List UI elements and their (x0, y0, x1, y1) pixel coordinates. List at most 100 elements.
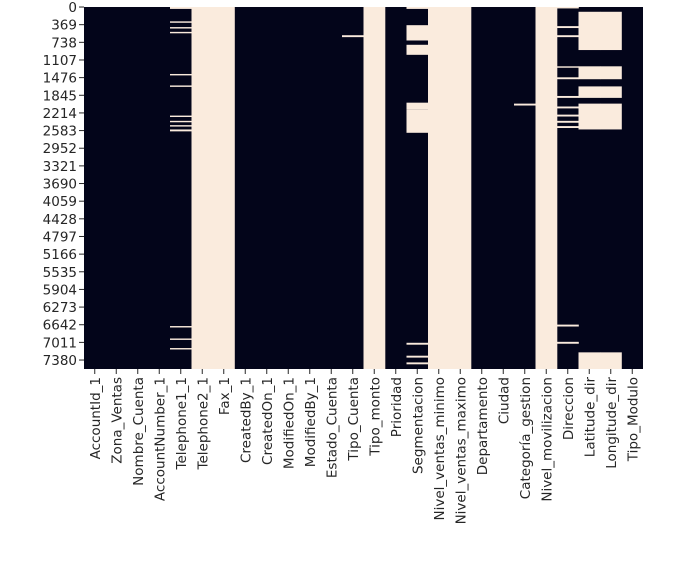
x-tick-label-5: Telephone2_1 (195, 377, 211, 471)
y-tick-label-12: 4428 (43, 212, 77, 228)
missing-cell-segmentacion-0 (406, 7, 429, 9)
y-tick-label-0: 0 (68, 0, 77, 16)
missing-cell-longitude_dir-3 (600, 103, 622, 130)
missing-cell-telephone1_1-11 (170, 338, 192, 340)
x-tick-label-6: Fax_1 (217, 377, 233, 415)
missing-cell-categoria_gestion-0 (514, 103, 536, 106)
missing-cell-direccion-2 (557, 35, 579, 38)
y-tick-label-1: 369 (51, 18, 77, 34)
y-tick-label-6: 2214 (43, 106, 77, 122)
y-tick-label-7: 2583 (43, 124, 77, 140)
x-tick-label-20: Categoría_gestion (518, 377, 534, 499)
x-tick-label-2: Nombre_Cuenta (131, 377, 147, 486)
missing-cell-segmentacion-4 (406, 109, 429, 133)
y-tick-label-19: 7011 (43, 335, 77, 351)
y-tick-label-17: 6273 (43, 300, 77, 316)
y-tick-label-14: 5166 (43, 247, 77, 263)
missing-cell-segmentacion-3 (406, 102, 429, 110)
missing-cell-telephone1_1-2 (170, 27, 192, 29)
y-tick-label-8: 2952 (43, 141, 77, 157)
y-tick-label-16: 5904 (43, 282, 77, 298)
x-tick-label-3: AccountNumber_1 (152, 377, 168, 501)
missing-cell-latitude_dir-1 (578, 66, 601, 80)
missing-cell-direccion-3 (557, 66, 579, 68)
missing-cell-nivel_ventas_minimo-0 (428, 7, 450, 369)
missing-cell-telephone2_1-0 (191, 7, 214, 369)
missing-cell-segmentacion-5 (406, 342, 429, 345)
x-tick-label-23: Latitude_dir (582, 377, 598, 458)
x-tick-label-1: Zona_Ventas (109, 377, 125, 464)
missing-cell-fax_1-0 (213, 7, 235, 369)
x-tick-label-24: Longitude_dir (604, 377, 620, 469)
missing-cell-direccion-11 (557, 341, 579, 344)
missing-cell-latitude_dir-0 (578, 11, 601, 51)
y-axis: 0369738110714761845221425832952332136904… (43, 0, 84, 369)
y-tick-label-5: 1845 (43, 88, 77, 104)
x-tick-label-11: Estado_Cuenta (324, 377, 340, 478)
x-tick-label-12: Tipo_Cuenta (346, 377, 362, 462)
heatmap-cells (84, 7, 643, 369)
missing-cell-direccion-7 (557, 114, 579, 117)
missing-cell-segmentacion-2 (406, 44, 429, 55)
y-tick-label-4: 1476 (43, 71, 77, 87)
x-tick-label-25: Tipo_Modulo (625, 377, 641, 462)
missing-cell-segmentacion-1 (406, 25, 429, 41)
x-tick-label-10: ModifiedBy_1 (303, 377, 319, 467)
missing-cell-nivel_movilizacion-0 (535, 7, 558, 369)
missing-cell-direccion-0 (557, 7, 579, 9)
y-tick-label-11: 4059 (43, 194, 77, 210)
missing-cell-telephone1_1-4 (170, 73, 192, 76)
missing-cell-direccion-10 (557, 324, 579, 327)
missing-cell-direccion-6 (557, 106, 579, 109)
missing-cell-telephone1_1-6 (170, 115, 192, 118)
missing-cell-telephone1_1-1 (170, 21, 192, 23)
missing-cell-telephone1_1-0 (170, 7, 192, 9)
missing-cell-direccion-8 (557, 120, 579, 123)
missing-cell-latitude_dir-3 (578, 103, 601, 130)
y-tick-label-13: 4797 (43, 229, 77, 245)
x-tick-label-4: Telephone1_1 (174, 377, 190, 471)
missing-cell-direccion-5 (557, 95, 579, 98)
x-tick-label-7: CreatedBy_1 (238, 377, 254, 463)
missing-cell-longitude_dir-4 (600, 352, 622, 369)
x-tick-label-17: Nivel_ventas_maximo (453, 377, 469, 524)
x-tick-label-0: AccountId_1 (88, 377, 104, 459)
missing-cell-direccion-1 (557, 26, 579, 29)
missing-cell-telephone1_1-9 (170, 129, 192, 132)
x-tick-label-14: Prioridad (389, 377, 405, 437)
x-tick-label-8: CreatedOn_1 (260, 377, 276, 465)
y-tick-label-15: 5535 (43, 265, 77, 281)
x-axis: AccountId_1 Zona_Ventas Nombre_Cuenta Accou… (88, 369, 641, 524)
x-tick-label-9: ModifiedOn_1 (281, 377, 297, 469)
y-tick-label-10: 3690 (43, 177, 77, 193)
missing-cell-nivel_ventas_maximo-0 (449, 7, 472, 369)
x-tick-label-21: Nivel_movilizacion (539, 377, 555, 502)
y-tick-label-20: 7380 (43, 353, 77, 369)
x-tick-label-22: Direccion (561, 377, 577, 440)
missing-cell-telephone1_1-10 (170, 326, 192, 328)
x-tick-label-15: Segmentacion (410, 377, 426, 474)
x-tick-label-16: Nivel_ventas_minimo (432, 377, 448, 520)
missing-cell-longitude_dir-2 (600, 86, 622, 98)
missing-cell-segmentacion-7 (406, 362, 429, 365)
missing-cell-tipo_monto-0 (363, 7, 386, 369)
missing-cell-tipo_cuenta-0 (342, 35, 364, 38)
missing-cell-latitude_dir-4 (578, 352, 601, 369)
missing-cell-direccion-9 (557, 126, 579, 129)
y-tick-label-18: 6642 (43, 318, 77, 334)
missing-cell-telephone1_1-3 (170, 31, 192, 34)
x-tick-label-18: Departamento (475, 377, 491, 475)
y-tick-label-3: 1107 (43, 53, 77, 69)
missing-cell-longitude_dir-1 (600, 66, 622, 80)
missing-cell-telephone1_1-12 (170, 348, 192, 350)
missing-cell-telephone1_1-7 (170, 120, 192, 123)
missing-cell-direccion-4 (557, 77, 579, 80)
missing-cell-telephone1_1-5 (170, 85, 192, 87)
x-tick-label-13: Tipo_monto (367, 377, 383, 457)
missing-cell-telephone1_1-8 (170, 125, 192, 127)
missing-cell-longitude_dir-0 (600, 11, 622, 51)
y-tick-label-9: 3321 (43, 159, 77, 175)
missing-cell-segmentacion-6 (406, 355, 429, 358)
missing-cell-latitude_dir-2 (578, 86, 601, 98)
